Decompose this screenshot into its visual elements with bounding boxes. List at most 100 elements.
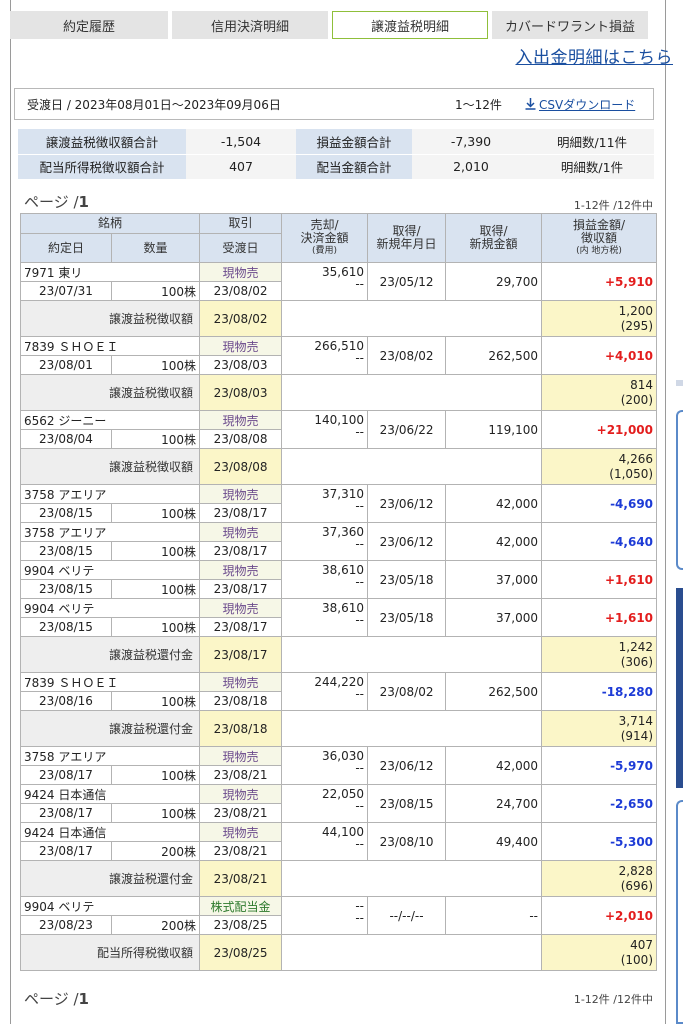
execution-date: 23/08/01 xyxy=(20,355,112,375)
tax-amount-cell: 407 (100) xyxy=(541,934,658,971)
profit-loss: -4,690 xyxy=(541,484,658,523)
sale-amount: 36,030 xyxy=(322,749,365,763)
local-tax-amount: (200) xyxy=(620,392,654,407)
tax-row: 譲渡益税徴収額 23/08/03 814 (200) xyxy=(19,374,658,411)
fee-amount: -- xyxy=(355,911,365,925)
tax-row: 譲渡益税還付金 23/08/18 3,714 (914) xyxy=(19,710,658,747)
sale-amount: 35,610 xyxy=(322,265,365,279)
page-number: 1 xyxy=(78,193,89,211)
sale-amount: 44,100 xyxy=(322,825,365,839)
header-sale: 売却/ 決済金額 (費用) xyxy=(281,213,369,263)
tax-label: 譲渡益税徴収額 xyxy=(19,374,201,411)
header-sale-l1: 売却/ xyxy=(310,217,339,232)
summary-row: 配当所得税徴収額合計 407 配当金額合計 2,010 明細数/1件 xyxy=(18,154,654,180)
acquisition-amount: 37,000 xyxy=(445,560,543,599)
summary-row: 譲渡益税徴収額合計 -1,504 損益金額合計 -7,390 明細数/11件 xyxy=(18,129,654,155)
execution-date: 23/08/17 xyxy=(20,765,112,785)
tax-amount-cell: 3,714 (914) xyxy=(541,710,658,747)
quantity: 100株 xyxy=(110,803,201,823)
trade-type: 現物売 xyxy=(199,262,283,282)
fee-amount: -- xyxy=(355,613,365,627)
trade-row: 3758 アエリア 現物売 37,310 -- 23/06/12 42,000 -4,690 xyxy=(19,484,658,523)
execution-date: 23/08/16 xyxy=(20,691,112,711)
fee-amount: -- xyxy=(355,499,365,513)
trade-row-sub: 23/07/31 100株 23/08/02 xyxy=(20,281,657,301)
header-acq-date: 取得/ 新規年月日 xyxy=(367,213,447,263)
execution-date: 23/08/15 xyxy=(20,617,112,637)
trade-type: 現物売 xyxy=(199,336,283,356)
acquisition-date: 23/06/12 xyxy=(367,522,447,561)
quantity: 100株 xyxy=(110,765,201,785)
tax-amount: 407 xyxy=(630,937,654,952)
sale-amount-cell: 36,030 -- xyxy=(281,746,369,785)
execution-date: 23/07/31 xyxy=(20,281,112,301)
tax-amount-cell: 814 (200) xyxy=(541,374,658,411)
fee-amount: -- xyxy=(355,575,365,589)
range-indicator-top: 1-12件 /12件中 xyxy=(573,199,653,212)
settlement-date: 23/08/25 xyxy=(199,915,283,935)
profit-loss: +1,610 xyxy=(541,560,658,599)
summary-label: 損益金額合計 xyxy=(296,129,412,155)
settlement-date: 23/08/17 xyxy=(199,503,283,523)
period-count: 1〜12件 xyxy=(455,97,502,112)
tax-row: 譲渡益税徴収額 23/08/08 4,266 (1,050) xyxy=(19,448,658,485)
tax-amount: 2,828 xyxy=(618,863,654,878)
summary-label: 配当所得税徴収額合計 xyxy=(18,154,186,180)
header-trade: 取引 xyxy=(199,213,283,234)
execution-date: 23/08/17 xyxy=(20,803,112,823)
tax-blank xyxy=(281,934,543,971)
tab-capital-gains-tax[interactable]: 譲渡益税明細 xyxy=(332,11,488,39)
acquisition-amount: 262,500 xyxy=(445,336,543,375)
profit-loss: +2,010 xyxy=(541,896,658,935)
page-prefix: ページ / xyxy=(24,193,79,211)
trade-row: 9904 ベリテ 現物売 38,610 -- 23/05/18 37,000 +1,610 xyxy=(19,598,658,637)
acquisition-amount: 42,000 xyxy=(445,746,543,785)
side-panel-edge xyxy=(676,410,683,570)
acquisition-date: 23/08/15 xyxy=(367,784,447,823)
profit-loss: -4,640 xyxy=(541,522,658,561)
tab-covered-warrant[interactable]: カバードワラント損益 xyxy=(492,11,648,39)
trade-row-sub: 23/08/04 100株 23/08/08 xyxy=(20,429,657,449)
trade-type: 株式配当金 xyxy=(199,896,283,916)
local-tax-amount: (696) xyxy=(620,878,654,893)
header-qty: 数量 xyxy=(110,233,201,263)
tax-date: 23/08/03 xyxy=(199,374,283,411)
tab-margin-settlement[interactable]: 信用決済明細 xyxy=(172,11,328,39)
header-settle-date: 受渡日 xyxy=(199,233,283,263)
sale-amount: -- xyxy=(355,899,365,913)
trade-row: 7839 ＳＨＯＥＩ 現物売 266,510 -- 23/08/02 262,500 +4,… xyxy=(19,336,658,375)
acquisition-date: 23/05/18 xyxy=(367,560,447,599)
range-indicator-bottom: 1-12件 /12件中 xyxy=(573,993,653,1006)
stock-name: 6562 ジーニー xyxy=(19,410,201,430)
deposit-withdrawal-link[interactable]: 入出金明細はこちら xyxy=(515,48,673,68)
tax-blank xyxy=(281,448,543,485)
acquisition-amount: 42,000 xyxy=(445,484,543,523)
sale-amount-cell: -- -- xyxy=(281,896,369,935)
fee-amount: -- xyxy=(355,761,365,775)
trade-row: 7971 東リ 現物売 35,610 -- 23/05/12 29,700 +5,910 xyxy=(19,262,658,301)
profit-loss: +21,000 xyxy=(541,410,658,449)
trade-row-sub: 23/08/17 200株 23/08/21 xyxy=(20,841,657,861)
tax-row: 譲渡益税徴収額 23/08/02 1,200 (295) xyxy=(19,300,658,337)
trade-row-sub: 23/08/17 100株 23/08/21 xyxy=(20,765,657,785)
fee-amount: -- xyxy=(355,687,365,701)
stock-name: 3758 アエリア xyxy=(19,484,201,504)
stock-name: 7971 東リ xyxy=(19,262,201,282)
tab-execution-history[interactable]: 約定履歴 xyxy=(10,11,168,39)
header-sale-l3: (費用) xyxy=(312,245,338,256)
tax-amount: 1,200 xyxy=(618,303,654,318)
trade-row: 9424 日本通信 現物売 22,050 -- 23/08/15 24,700 -2,650 xyxy=(19,784,658,823)
csv-download-link[interactable]: CSVダウンロード xyxy=(525,96,635,113)
trade-type: 現物売 xyxy=(199,522,283,542)
sale-amount: 37,310 xyxy=(322,487,365,501)
stock-name: 3758 アエリア xyxy=(19,746,201,766)
local-tax-amount: (100) xyxy=(620,952,654,967)
csv-download-label: CSVダウンロード xyxy=(539,97,636,112)
summary-value: -1,504 xyxy=(186,129,296,155)
trade-row: 9904 ベリテ 株式配当金 -- -- --/--/-- -- +2,010 xyxy=(19,896,658,935)
fee-amount: -- xyxy=(355,425,365,439)
profit-loss: +4,010 xyxy=(541,336,658,375)
execution-date: 23/08/15 xyxy=(20,579,112,599)
quantity: 100株 xyxy=(110,355,201,375)
profit-loss: -2,650 xyxy=(541,784,658,823)
